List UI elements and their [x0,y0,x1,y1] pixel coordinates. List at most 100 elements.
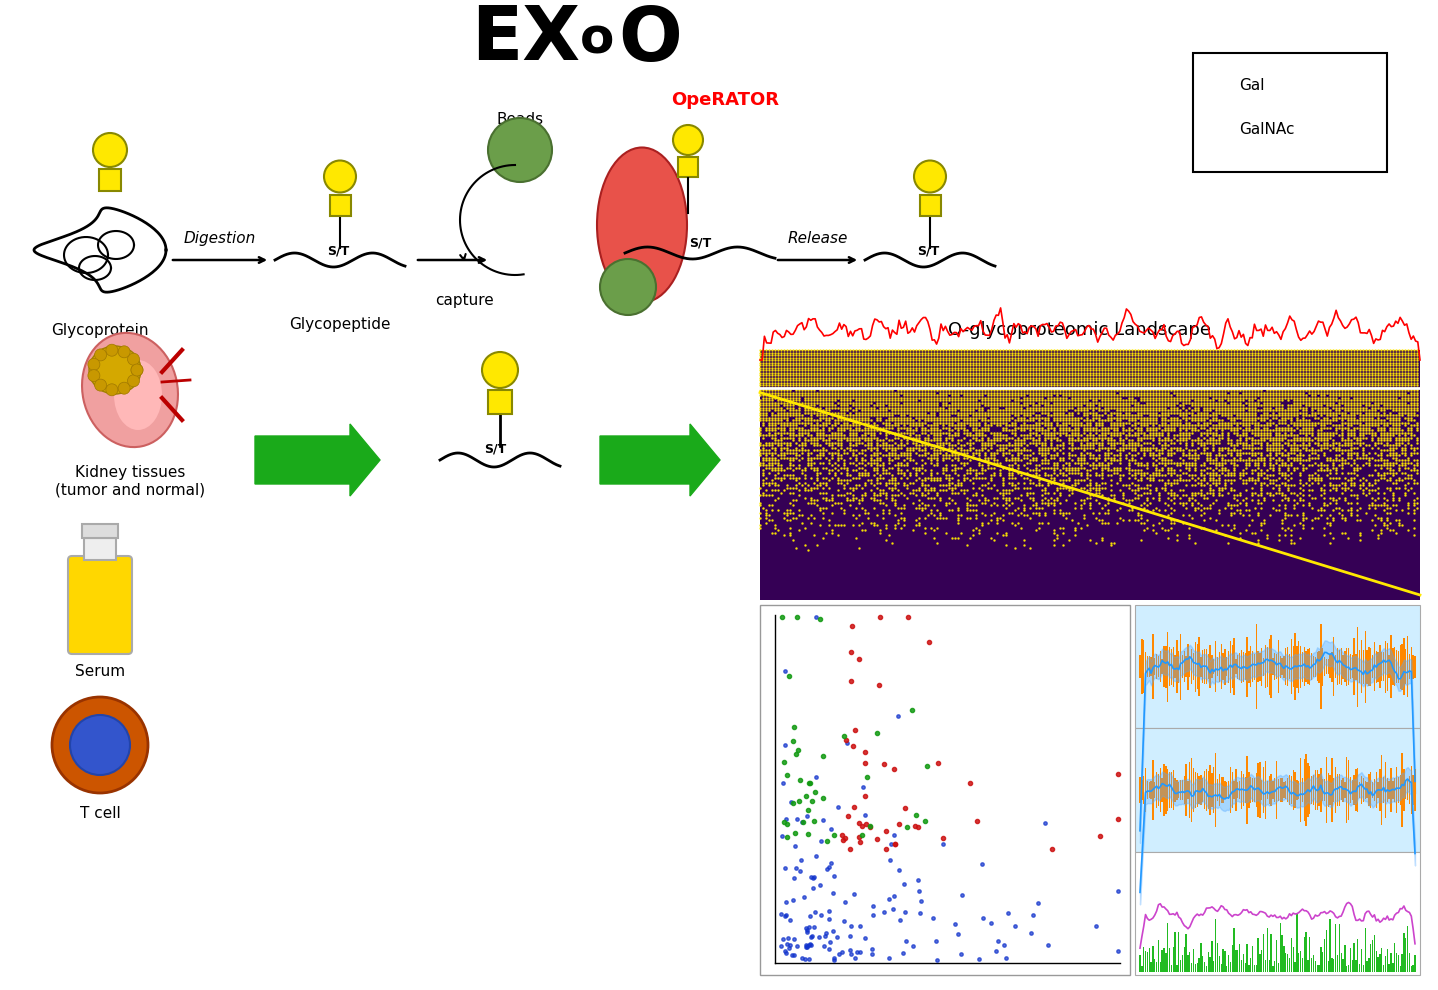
Point [951,887,974,903]
Point [881,901,905,917]
Point [837,809,860,825]
FancyBboxPatch shape [919,194,940,216]
Point [784,839,807,854]
Point [802,919,825,935]
Point [769,938,792,953]
Point [971,856,994,872]
Point [814,925,837,940]
Point [810,834,833,849]
Point [800,869,823,885]
Text: S/T: S/T [917,244,939,257]
Point [860,946,883,962]
Point [798,937,821,952]
Point [789,950,812,966]
Point [844,722,867,738]
Point [906,872,929,888]
Point [794,921,817,937]
Point [917,635,940,650]
Point [800,938,823,953]
Point [883,761,906,777]
Text: Digestion: Digestion [184,231,256,246]
Point [797,775,820,791]
Point [986,933,1009,948]
Point [1106,883,1129,899]
Point [853,807,876,823]
Point [804,905,827,921]
Point [772,814,795,830]
Point [887,862,910,878]
Circle shape [95,348,106,361]
FancyArrow shape [600,424,720,496]
Point [781,892,804,908]
Point [848,918,871,934]
FancyBboxPatch shape [1194,53,1388,172]
Point [867,677,890,693]
Point [883,888,906,904]
Point [894,933,917,948]
Point [795,925,818,940]
Point [1106,943,1129,959]
Point [778,667,801,683]
Point [910,893,933,909]
Point [883,837,906,852]
Point [873,755,896,771]
Text: GalNAc: GalNAc [1240,123,1294,138]
Point [782,719,805,735]
Point [1089,829,1112,844]
Point [797,826,820,842]
FancyBboxPatch shape [1135,729,1419,851]
Point [775,811,798,827]
Text: capture: capture [436,292,495,308]
Text: Gal: Gal [1240,77,1264,92]
Point [907,883,930,899]
Point [850,827,873,842]
Circle shape [52,697,148,793]
Point [858,818,881,834]
Point [814,928,837,943]
Point [905,807,928,823]
Point [1027,895,1050,911]
Circle shape [128,375,139,387]
Point [808,611,831,627]
Point [782,870,805,886]
Point [850,818,873,834]
Point [897,609,920,625]
Point [802,869,825,885]
Point [804,847,827,863]
Point [884,836,907,851]
Circle shape [915,160,946,192]
Circle shape [131,364,142,376]
Point [789,862,812,878]
Point [833,913,856,929]
Circle shape [70,715,129,775]
Circle shape [88,369,99,381]
Point [892,876,915,892]
Ellipse shape [89,346,141,394]
Point [821,885,844,901]
Point [784,825,807,841]
Point [831,832,854,847]
Point [811,812,834,828]
Text: S/T: S/T [689,237,712,250]
Point [853,743,876,759]
Point [775,766,798,782]
Text: S/T: S/T [483,442,506,455]
FancyBboxPatch shape [677,157,697,177]
Point [772,754,795,770]
Point [782,932,805,947]
Text: Kidney tissues: Kidney tissues [75,464,186,479]
Point [840,946,863,962]
Point [782,947,805,963]
Point [830,828,853,843]
Point [802,879,825,895]
Text: EX: EX [470,4,580,76]
Point [880,836,903,851]
Circle shape [131,364,142,376]
Point [985,943,1008,959]
Point [903,818,926,834]
Point [893,800,916,816]
Point [834,894,857,910]
Point [815,861,838,877]
Text: o: o [580,16,614,64]
Point [925,934,948,949]
